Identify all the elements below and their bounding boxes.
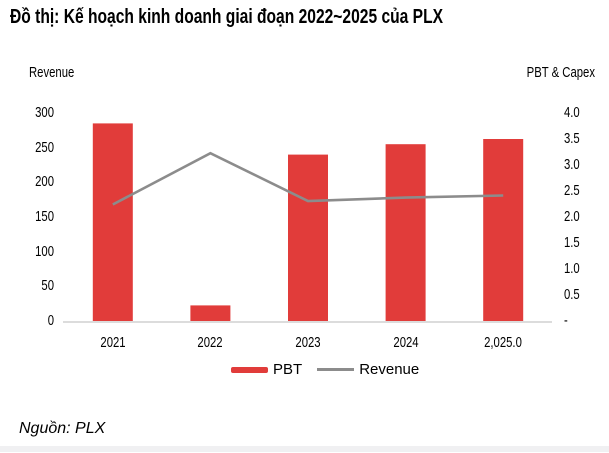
right-axis-tick-3.0: 3.0	[564, 156, 580, 173]
x-axis-label-2,025.0: 2,025.0	[484, 335, 523, 351]
pbt-bar-2021	[92, 123, 133, 322]
revenue-line	[112, 151, 504, 206]
left-axis-tick-0: 0	[47, 312, 54, 329]
left-axis-tick-200: 200	[35, 174, 54, 191]
chart-title: Đồ thị: Kế hoạch kinh doanh giai đoạn 20…	[10, 6, 444, 28]
right-axis-tick-1.5: 1.5	[564, 234, 580, 251]
left-axis-tick-250: 250	[35, 139, 54, 156]
left-axis-tick-150: 150	[35, 208, 54, 225]
right-axis-title: PBT & Capex	[526, 65, 595, 81]
legend-item-pbt: PBT	[231, 361, 302, 378]
legend-label-pbt: PBT	[273, 361, 303, 378]
pbt-bar-2,025.0	[483, 139, 524, 321]
right-axis-tick-0.5: 0.5	[564, 286, 580, 303]
pbt-legend-swatch-icon	[231, 366, 268, 373]
left-axis-tick-50: 50	[41, 278, 54, 295]
left-axis-tick-100: 100	[35, 243, 54, 260]
pbt-bar-2022	[190, 305, 231, 321]
footer-divider	[0, 446, 609, 452]
legend-item-revenue: Revenue	[317, 361, 419, 378]
right-axis-tick-4.0: 4.0	[564, 104, 580, 121]
right-axis-tick--: -	[564, 312, 568, 329]
x-axis-label-2022: 2022	[197, 335, 223, 351]
x-axis-label-2023: 2023	[295, 335, 321, 351]
source-note: Nguồn: PLX	[19, 420, 106, 437]
right-axis-tick-2.5: 2.5	[564, 182, 580, 199]
right-axis-tick-1.0: 1.0	[564, 260, 580, 277]
left-axis-tick-300: 300	[35, 104, 54, 121]
pbt-bar-2024	[385, 144, 426, 321]
chart-legend: PBT Revenue	[231, 361, 419, 378]
left-axis-title: Revenue	[29, 65, 75, 81]
x-axis-label-2021: 2021	[100, 335, 126, 351]
revenue-legend-swatch-icon	[317, 368, 355, 371]
x-axis-label-2024: 2024	[393, 335, 419, 351]
legend-label-revenue: Revenue	[359, 361, 420, 378]
pbt-bar-2023	[288, 154, 328, 321]
right-axis-tick-2.0: 2.0	[564, 208, 580, 225]
right-axis-tick-3.5: 3.5	[564, 130, 580, 147]
